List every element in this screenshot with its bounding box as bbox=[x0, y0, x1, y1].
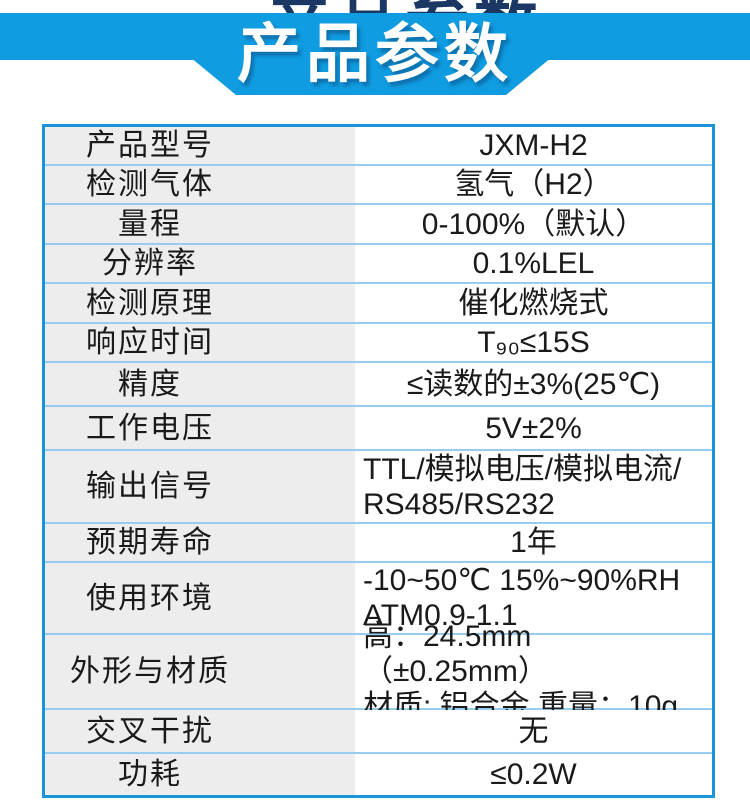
spec-value: -10~50℃ 15%~90%RH ATM0.9-1.1 bbox=[355, 563, 712, 633]
spec-value: 0-100%（默认） bbox=[355, 205, 712, 243]
spec-value: 无 bbox=[355, 710, 712, 752]
table-row-resolution: 分辨率 0.1%LEL bbox=[45, 245, 712, 284]
spec-value: ≤0.2W bbox=[355, 754, 712, 795]
spec-label: 使用环境 bbox=[45, 563, 355, 633]
table-row-operating-environment: 使用环境 -10~50℃ 15%~90%RH ATM0.9-1.1 bbox=[45, 563, 712, 635]
spec-label: 交叉干扰 bbox=[45, 710, 355, 752]
spec-label: 检测原理 bbox=[45, 284, 355, 322]
banner: 产品参数 产品参数 bbox=[0, 0, 750, 108]
spec-value: 氢气（H2） bbox=[355, 166, 712, 203]
spec-label: 外形与材质 bbox=[45, 635, 355, 708]
spec-label: 精度 bbox=[45, 363, 355, 405]
spec-label: 输出信号 bbox=[45, 451, 355, 522]
spec-value: JXM-H2 bbox=[355, 127, 712, 164]
spec-value: 1年 bbox=[355, 524, 712, 561]
spec-label: 功耗 bbox=[45, 754, 355, 795]
table-row-shape-material: 外形与材质 高：24.5mm（±0.25mm） 材质: 铝合金 重量：10g bbox=[45, 620, 712, 723]
spec-value: T₉₀≤15S bbox=[355, 324, 712, 361]
spec-label: 分辨率 bbox=[45, 245, 355, 282]
table-row-working-voltage: 工作电压 5V±2% bbox=[45, 407, 712, 451]
spec-value: 5V±2% bbox=[355, 407, 712, 449]
spec-label: 量程 bbox=[45, 205, 355, 243]
banner-band bbox=[0, 13, 750, 60]
spec-label: 响应时间 bbox=[45, 324, 355, 361]
banner-trapezoid bbox=[190, 57, 552, 95]
table-row-range: 量程 0-100%（默认） bbox=[45, 205, 712, 245]
table-row-output-signal: 输出信号 TTL/模拟电压/模拟电流/ RS485/RS232 bbox=[45, 451, 712, 524]
table-row-response-time: 响应时间 T₉₀≤15S bbox=[45, 324, 712, 363]
spec-value: 高：24.5mm（±0.25mm） 材质: 铝合金 重量：10g bbox=[355, 620, 712, 723]
spec-label: 检测气体 bbox=[45, 166, 355, 203]
table-row-product-model: 产品型号 JXM-H2 bbox=[45, 127, 712, 166]
spec-value: ≤读数的±3%(25℃) bbox=[355, 363, 712, 405]
spec-label: 产品型号 bbox=[45, 127, 355, 164]
table-row-detection-principle: 检测原理 催化燃烧式 bbox=[45, 284, 712, 324]
table-row-power-consumption: 功耗 ≤0.2W bbox=[45, 754, 712, 795]
table-row-cross-interference: 交叉干扰 无 bbox=[45, 710, 712, 754]
spec-label: 工作电压 bbox=[45, 407, 355, 449]
table-row-accuracy: 精度 ≤读数的±3%(25℃) bbox=[45, 363, 712, 407]
product-spec-table: 产品型号 JXM-H2 检测气体 氢气（H2） 量程 0-100%（默认） 分辨… bbox=[42, 124, 715, 798]
table-row-expected-life: 预期寿命 1年 bbox=[45, 524, 712, 563]
table-row-detected-gas: 检测气体 氢气（H2） bbox=[45, 166, 712, 205]
spec-value: TTL/模拟电压/模拟电流/ RS485/RS232 bbox=[355, 451, 712, 522]
spec-label: 预期寿命 bbox=[45, 524, 355, 561]
spec-value: 催化燃烧式 bbox=[355, 284, 712, 322]
page-title: 产品参数 bbox=[237, 18, 513, 90]
spec-value: 0.1%LEL bbox=[355, 245, 712, 282]
